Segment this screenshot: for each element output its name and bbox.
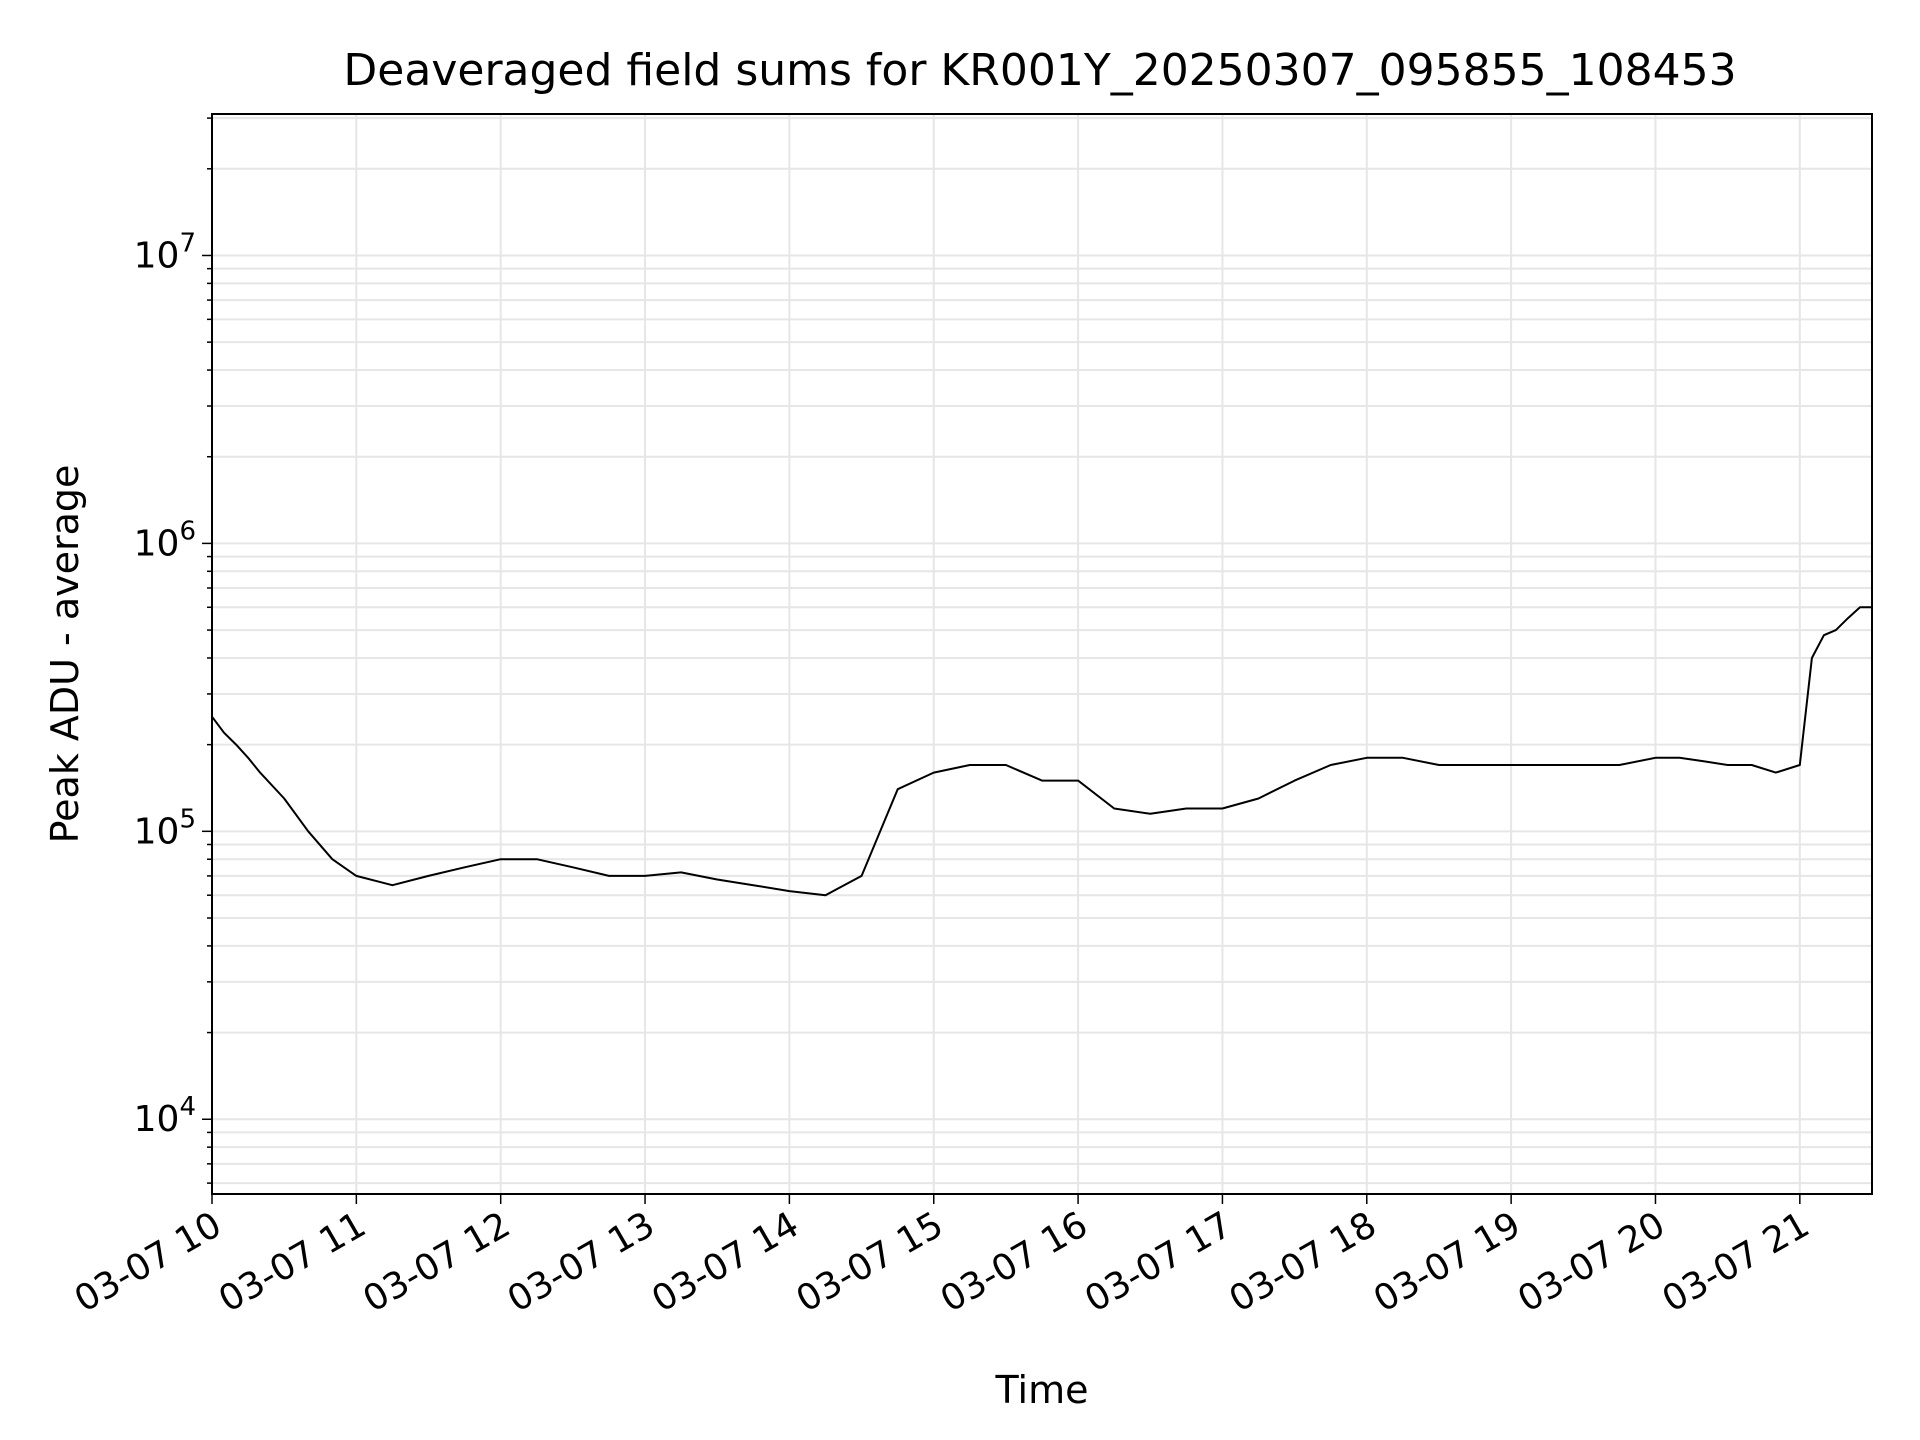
y-axis-label: Peak ADU - average <box>43 465 87 844</box>
chart-title: Deaveraged field sums for KR001Y_2025030… <box>343 45 1736 96</box>
y-axis: 104 105 106 107 <box>134 117 212 1184</box>
x-axis-label: Time <box>995 1368 1089 1412</box>
y-tick-label: 105 <box>134 804 196 852</box>
series-line <box>211 606 1872 897</box>
y-tick-label: 106 <box>134 516 196 564</box>
y-tick-label: 107 <box>134 228 196 276</box>
y-tick-label: 104 <box>134 1092 196 1140</box>
plot-frame <box>211 113 1873 1195</box>
data-series <box>211 606 1872 897</box>
